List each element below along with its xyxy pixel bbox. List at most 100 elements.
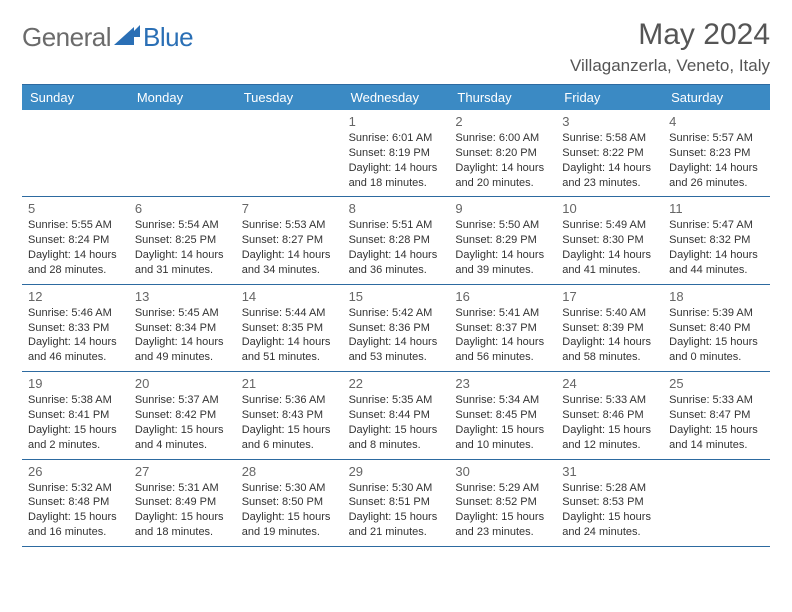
daylight-text: Daylight: 15 hours <box>669 335 764 350</box>
daylight-text: and 51 minutes. <box>242 350 337 365</box>
sunrise-text: Sunrise: 5:50 AM <box>455 218 550 233</box>
daylight-text: and 18 minutes. <box>135 525 230 540</box>
logo-text-general: General <box>22 22 111 53</box>
daylight-text: and 6 minutes. <box>242 438 337 453</box>
day-number: 18 <box>669 289 764 304</box>
sunset-text: Sunset: 8:43 PM <box>242 408 337 423</box>
logo: General Blue <box>22 22 193 53</box>
sunset-text: Sunset: 8:22 PM <box>562 146 657 161</box>
day-number: 17 <box>562 289 657 304</box>
sunset-text: Sunset: 8:20 PM <box>455 146 550 161</box>
calendar-cell: 1Sunrise: 6:01 AMSunset: 8:19 PMDaylight… <box>343 110 450 196</box>
daylight-text: and 8 minutes. <box>349 438 444 453</box>
logo-triangle-icon <box>114 25 140 50</box>
calendar-cell: 26Sunrise: 5:32 AMSunset: 8:48 PMDayligh… <box>22 460 129 546</box>
daylight-text: and 24 minutes. <box>562 525 657 540</box>
daylight-text: Daylight: 14 hours <box>135 335 230 350</box>
calendar-cell: 10Sunrise: 5:49 AMSunset: 8:30 PMDayligh… <box>556 197 663 283</box>
daylight-text: Daylight: 15 hours <box>562 423 657 438</box>
daylight-text: Daylight: 15 hours <box>242 423 337 438</box>
daylight-text: Daylight: 15 hours <box>135 423 230 438</box>
sunset-text: Sunset: 8:19 PM <box>349 146 444 161</box>
daylight-text: Daylight: 15 hours <box>455 510 550 525</box>
daylight-text: and 19 minutes. <box>242 525 337 540</box>
sunrise-text: Sunrise: 5:31 AM <box>135 481 230 496</box>
weekday-header: Sunday <box>22 85 129 110</box>
weekday-header: Wednesday <box>343 85 450 110</box>
sunrise-text: Sunrise: 5:33 AM <box>562 393 657 408</box>
month-title: May 2024 <box>570 18 770 52</box>
sunrise-text: Sunrise: 5:58 AM <box>562 131 657 146</box>
calendar-cell: 14 Sunrise: 5:44 AMSunset: 8:35 PMDayligh… <box>236 285 343 371</box>
daylight-text: and 49 minutes. <box>135 350 230 365</box>
day-number: 25 <box>669 376 764 391</box>
daylight-text: Daylight: 15 hours <box>28 423 123 438</box>
sunset-text: Sunset: 8:30 PM <box>562 233 657 248</box>
day-number: 7 <box>242 201 337 216</box>
daylight-text: Daylight: 15 hours <box>28 510 123 525</box>
calendar-cell: 19Sunrise: 5:38 AMSunset: 8:41 PMDayligh… <box>22 372 129 458</box>
sunset-text: Sunset: 8:33 PM <box>28 321 123 336</box>
sunrise-text: Sunrise: 5:32 AM <box>28 481 123 496</box>
day-number: 28 <box>242 464 337 479</box>
daylight-text: and 26 minutes. <box>669 176 764 191</box>
sunrise-text: Sunrise: 5:55 AM <box>28 218 123 233</box>
calendar-cell <box>236 110 343 196</box>
title-block: May 2024 Villaganzerla, Veneto, Italy <box>570 18 770 76</box>
day-number: 31 <box>562 464 657 479</box>
calendar-cell: 8Sunrise: 5:51 AMSunset: 8:28 PMDaylight… <box>343 197 450 283</box>
sunset-text: Sunset: 8:51 PM <box>349 495 444 510</box>
day-number: 20 <box>135 376 230 391</box>
day-number: 10 <box>562 201 657 216</box>
sunset-text: Sunset: 8:44 PM <box>349 408 444 423</box>
calendar-cell: 3Sunrise: 5:58 AMSunset: 8:22 PMDaylight… <box>556 110 663 196</box>
daylight-text: Daylight: 15 hours <box>135 510 230 525</box>
sunrise-text: Sunrise: 5:33 AM <box>669 393 764 408</box>
sunrise-text: Sunrise: 5:46 AM <box>28 306 123 321</box>
daylight-text: Daylight: 14 hours <box>562 335 657 350</box>
sunrise-text: Sunrise: 5:34 AM <box>455 393 550 408</box>
day-number: 16 <box>455 289 550 304</box>
sunrise-text: Sunrise: 5:44 AM <box>242 306 337 321</box>
calendar-cell: 7Sunrise: 5:53 AMSunset: 8:27 PMDaylight… <box>236 197 343 283</box>
weekday-header: Monday <box>129 85 236 110</box>
logo-text-blue: Blue <box>143 22 193 53</box>
daylight-text: and 2 minutes. <box>28 438 123 453</box>
daylight-text: Daylight: 15 hours <box>242 510 337 525</box>
sunrise-text: Sunrise: 5:28 AM <box>562 481 657 496</box>
sunset-text: Sunset: 8:49 PM <box>135 495 230 510</box>
sunset-text: Sunset: 8:34 PM <box>135 321 230 336</box>
weekday-header: Tuesday <box>236 85 343 110</box>
sunset-text: Sunset: 8:37 PM <box>455 321 550 336</box>
daylight-text: and 58 minutes. <box>562 350 657 365</box>
calendar-cell: 22Sunrise: 5:35 AMSunset: 8:44 PMDayligh… <box>343 372 450 458</box>
daylight-text: Daylight: 14 hours <box>562 161 657 176</box>
calendar-row: 5Sunrise: 5:55 AMSunset: 8:24 PMDaylight… <box>22 197 770 284</box>
day-number: 14 <box>242 289 337 304</box>
sunrise-text: Sunrise: 5:41 AM <box>455 306 550 321</box>
daylight-text: Daylight: 14 hours <box>242 335 337 350</box>
calendar-cell: 25Sunrise: 5:33 AMSunset: 8:47 PMDayligh… <box>663 372 770 458</box>
calendar-cell: 16 Sunrise: 5:41 AMSunset: 8:37 PMDayligh… <box>449 285 556 371</box>
daylight-text: Daylight: 14 hours <box>669 161 764 176</box>
daylight-text: Daylight: 15 hours <box>349 423 444 438</box>
daylight-text: Daylight: 14 hours <box>455 335 550 350</box>
day-number: 26 <box>28 464 123 479</box>
calendar-cell: 11Sunrise: 5:47 AMSunset: 8:32 PMDayligh… <box>663 197 770 283</box>
day-number: 9 <box>455 201 550 216</box>
day-number: 1 <box>349 114 444 129</box>
daylight-text: and 44 minutes. <box>669 263 764 278</box>
calendar-row: 12Sunrise: 5:46 AMSunset: 8:33 PMDayligh… <box>22 285 770 372</box>
calendar-cell: 30Sunrise: 5:29 AMSunset: 8:52 PMDayligh… <box>449 460 556 546</box>
daylight-text: and 16 minutes. <box>28 525 123 540</box>
daylight-text: and 31 minutes. <box>135 263 230 278</box>
day-number: 24 <box>562 376 657 391</box>
sunset-text: Sunset: 8:35 PM <box>242 321 337 336</box>
day-number: 22 <box>349 376 444 391</box>
daylight-text: Daylight: 14 hours <box>349 335 444 350</box>
sunset-text: Sunset: 8:39 PM <box>562 321 657 336</box>
page-header: General Blue May 2024 Villaganzerla, Ven… <box>22 18 770 76</box>
daylight-text: Daylight: 15 hours <box>669 423 764 438</box>
sunrise-text: Sunrise: 5:51 AM <box>349 218 444 233</box>
calendar-body: 1Sunrise: 6:01 AMSunset: 8:19 PMDaylight… <box>22 110 770 547</box>
